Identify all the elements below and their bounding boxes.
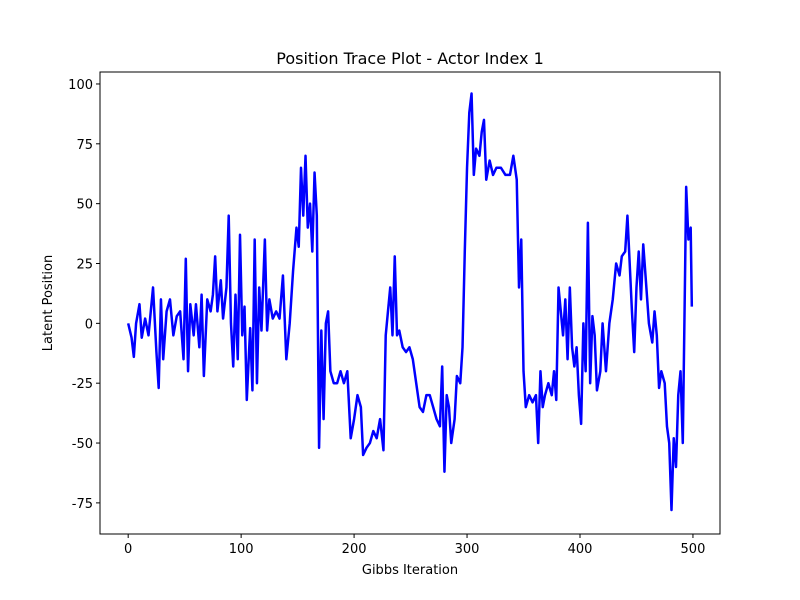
y-tick-label: 100 bbox=[68, 78, 93, 93]
y-tick-label: 75 bbox=[76, 138, 93, 153]
x-tick-label: 500 bbox=[681, 542, 706, 557]
y-tick-label: 0 bbox=[85, 317, 93, 332]
y-tick-label: -25 bbox=[72, 377, 93, 392]
y-tick-label: -50 bbox=[72, 437, 93, 452]
x-tick-label: 200 bbox=[342, 542, 367, 557]
y-axis-label: Latent Position bbox=[41, 255, 56, 351]
plot-frame bbox=[99, 71, 721, 535]
y-tick-label: 25 bbox=[76, 258, 93, 273]
x-tick-label: 400 bbox=[568, 542, 593, 557]
y-tick-label: 50 bbox=[76, 198, 93, 213]
x-tick-label: 100 bbox=[229, 542, 254, 557]
chart-title: Position Trace Plot - Actor Index 1 bbox=[276, 49, 544, 68]
x-axis-label: Gibbs Iteration bbox=[362, 563, 458, 578]
x-tick-label: 300 bbox=[455, 542, 480, 557]
x-tick-label: 0 bbox=[124, 542, 132, 557]
y-tick-label: -75 bbox=[72, 497, 93, 512]
line-series bbox=[126, 92, 694, 512]
